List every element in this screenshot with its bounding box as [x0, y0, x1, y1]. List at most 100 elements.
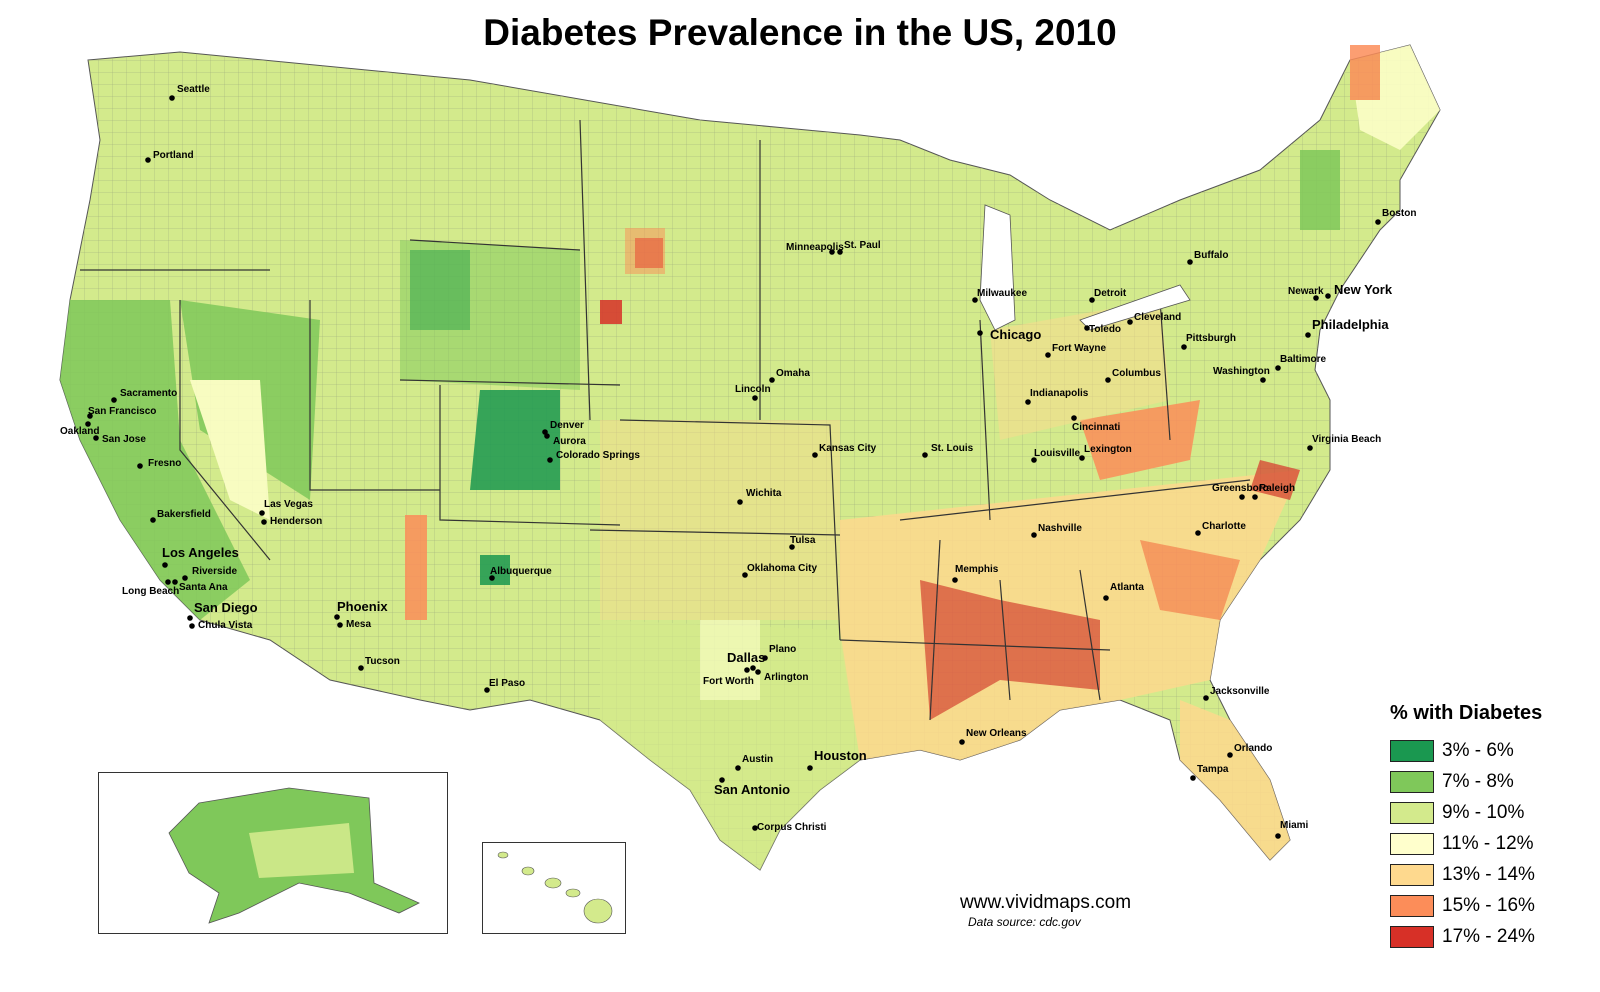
city-label: Denver: [550, 420, 584, 431]
legend-label: 13% - 14%: [1442, 863, 1535, 885]
legend-label: 7% - 8%: [1442, 770, 1514, 792]
city-dot: [1239, 494, 1245, 500]
hawaii-shape: [497, 851, 613, 924]
city-dot: [1260, 377, 1266, 383]
city-label: Santa Ana: [179, 582, 228, 593]
city-label: Albuquerque: [490, 566, 552, 577]
city-label: Los Angeles: [162, 545, 239, 560]
city-dot: [1071, 415, 1077, 421]
city-label: Fort Wayne: [1052, 343, 1107, 354]
city-dot: [1105, 377, 1111, 383]
hawaii-inset: [482, 842, 626, 934]
legend: % with Diabetes 3% - 6% 7% - 8% 9% - 10% 11…: [1390, 702, 1590, 952]
city-label: Louisville: [1034, 448, 1081, 459]
city-dot: [1084, 325, 1090, 331]
legend-label: 17% - 24%: [1442, 925, 1535, 947]
city-dot: [137, 463, 143, 469]
legend-item: 7% - 8%: [1390, 766, 1590, 797]
city-label: Houston: [814, 748, 867, 763]
legend-title: % with Diabetes: [1390, 702, 1543, 724]
city-dot: [1275, 833, 1281, 839]
city-dot: [744, 667, 750, 673]
city-dot: [742, 572, 748, 578]
city-label: Jacksonville: [1210, 686, 1270, 697]
city-label: Chicago: [990, 327, 1041, 342]
city-label: Toledo: [1089, 324, 1121, 335]
city-dot: [807, 765, 813, 771]
city-dot: [165, 579, 171, 585]
city-dot: [1045, 352, 1051, 358]
city-label: Plano: [769, 644, 796, 655]
city-dot: [1103, 595, 1109, 601]
legend-swatch: [1390, 801, 1434, 824]
city-dot: [789, 544, 795, 550]
city-dot: [769, 377, 775, 383]
legend-swatch: [1390, 925, 1434, 948]
legend-swatch: [1390, 739, 1434, 762]
legend-label: 15% - 16%: [1442, 894, 1535, 916]
city-dot: [1195, 530, 1201, 536]
city-label: Sacramento: [120, 388, 177, 399]
legend-swatch: [1390, 894, 1434, 917]
city-dot: [1031, 457, 1037, 463]
city-dot: [977, 330, 983, 336]
city-dot: [1025, 399, 1031, 405]
city-dot: [1089, 297, 1095, 303]
city-label: Cincinnati: [1072, 422, 1121, 433]
city-label: Bakersfield: [157, 509, 211, 520]
city-label: Washington: [1213, 366, 1270, 377]
legend-items: 3% - 6% 7% - 8% 9% - 10% 11% - 12% 13% - 14%…: [1390, 735, 1590, 952]
city-label: Dallas: [727, 650, 765, 665]
city-label: Miami: [1280, 820, 1309, 831]
city-label: Philadelphia: [1312, 317, 1389, 332]
city-label: San Jose: [102, 434, 146, 445]
legend-swatch: [1390, 863, 1434, 886]
city-label: Henderson: [270, 516, 322, 527]
city-label: Oklahoma City: [747, 563, 817, 574]
city-label: Buffalo: [1194, 250, 1228, 261]
city-label: San Antonio: [714, 782, 790, 797]
city-label: Portland: [153, 150, 194, 161]
city-dot: [172, 579, 178, 585]
city-dot: [489, 575, 495, 581]
city-dot: [755, 669, 761, 675]
city-dot: [1305, 332, 1311, 338]
city-label: Arlington: [764, 672, 808, 683]
city-label: Omaha: [776, 368, 810, 379]
city-dot: [1203, 695, 1209, 701]
city-dot: [1127, 319, 1133, 325]
city-label: Lincoln: [735, 384, 771, 395]
city-dot: [162, 562, 168, 568]
legend-label: 11% - 12%: [1442, 832, 1534, 854]
city-dot: [259, 510, 265, 516]
city-dot: [182, 575, 188, 581]
city-label: Indianapolis: [1030, 388, 1089, 399]
city-dot: [337, 622, 343, 628]
city-layer: Seattle Portland Sacramento San Francisco Oa…: [60, 84, 1416, 839]
legend-item: 3% - 6%: [1390, 735, 1590, 766]
city-label: Kansas City: [819, 443, 877, 454]
data-source: Data source: cdc.gov: [968, 915, 1081, 929]
city-dot: [547, 457, 553, 463]
city-dot: [1252, 494, 1258, 500]
city-label: Tulsa: [790, 535, 816, 546]
city-dot: [111, 397, 117, 403]
city-label: Cleveland: [1134, 312, 1181, 323]
city-label: Seattle: [177, 84, 210, 95]
city-label: Virginia Beach: [1312, 434, 1381, 445]
city-label: Riverside: [192, 566, 237, 577]
legend-item: 11% - 12%: [1390, 828, 1590, 859]
alaska-shape: [168, 787, 420, 924]
city-dot: [1375, 219, 1381, 225]
city-dot: [752, 395, 758, 401]
city-dot: [735, 765, 741, 771]
city-dot: [85, 421, 91, 427]
city-label: Detroit: [1094, 288, 1127, 299]
city-label: Fort Worth: [703, 676, 754, 687]
city-dot: [1181, 344, 1187, 350]
city-label: Minneapolis: [786, 242, 844, 253]
city-dot: [952, 577, 958, 583]
city-dot: [1227, 752, 1233, 758]
city-dot: [1187, 259, 1193, 265]
